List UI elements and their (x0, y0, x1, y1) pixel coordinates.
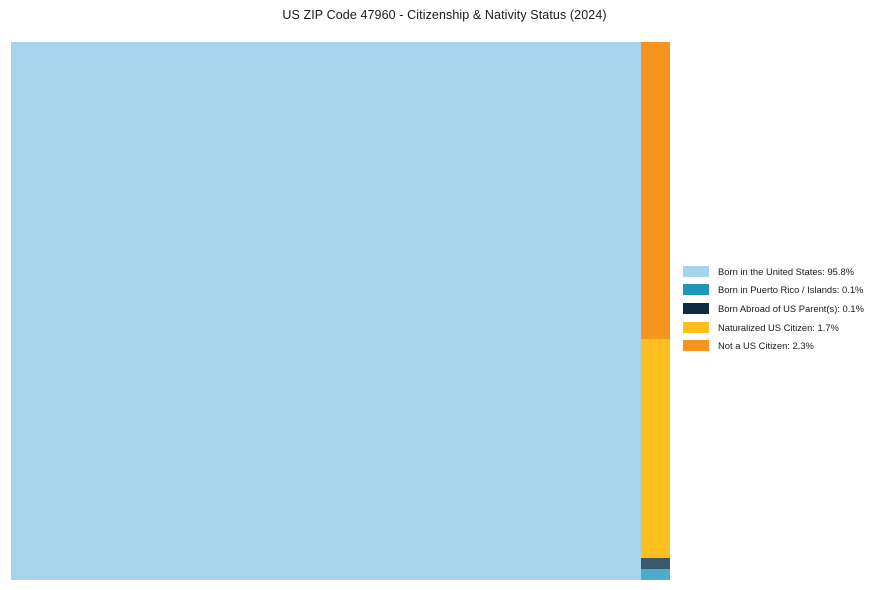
legend-swatch-icon (683, 321, 709, 333)
legend-item[interactable]: Born in Puerto Rico / Islands: 0.1% (683, 281, 883, 300)
legend-swatch-icon (683, 284, 709, 296)
treemap-tile[interactable] (641, 569, 670, 580)
legend-swatch-icon (683, 302, 709, 314)
legend-swatch-icon (683, 340, 709, 352)
chart-title: US ZIP Code 47960 - Citizenship & Nativi… (282, 8, 607, 22)
treemap-tile[interactable] (641, 557, 670, 570)
legend-item-label: Born in Puerto Rico / Islands: 0.1% (718, 284, 864, 296)
treemap-tile[interactable] (11, 42, 641, 580)
treemap-tile[interactable] (641, 338, 670, 558)
legend-item-label: Born in the United States: 95.8% (718, 265, 855, 277)
legend-item[interactable]: Naturalized US Citizen: 1.7% (683, 318, 883, 337)
legend-swatch-icon (683, 265, 709, 277)
legend-item[interactable]: Born in the United States: 95.8% (683, 262, 883, 281)
legend-item-label: Born Abroad of US Parent(s): 0.1% (718, 302, 864, 314)
legend-item[interactable]: Not a US Citizen: 2.3% (683, 336, 883, 355)
legend-item[interactable]: Born Abroad of US Parent(s): 0.1% (683, 299, 883, 318)
chart-legend: Born in the United States: 95.8% Born in … (683, 262, 883, 355)
legend-item-label: Naturalized US Citizen: 1.7% (718, 321, 839, 333)
legend-item-label: Not a US Citizen: 2.3% (718, 340, 814, 352)
treemap-plot-area (11, 42, 670, 580)
treemap-tile[interactable] (641, 42, 670, 339)
